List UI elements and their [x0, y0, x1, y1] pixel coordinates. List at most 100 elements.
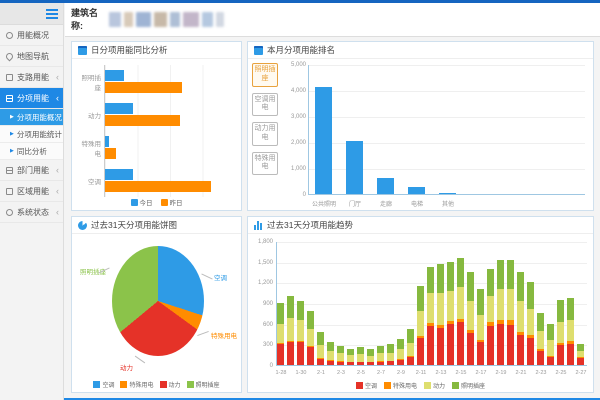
trend-bar[interactable]	[277, 303, 284, 365]
submenu-item-1[interactable]: ▶ 分项用能概况	[0, 109, 63, 126]
sidebar-item-1[interactable]: 用能概况	[0, 25, 63, 46]
calendar-icon	[78, 45, 87, 55]
trend-segment-空调	[537, 350, 544, 365]
trend-segment-特殊用电	[277, 343, 284, 345]
panel-pie-title-row: 过去31天分项用能饼图	[72, 217, 241, 234]
daily-bar-昨日[interactable]	[105, 181, 212, 192]
trend-bar[interactable]	[427, 267, 434, 365]
trend-bar[interactable]	[447, 261, 454, 365]
trend-segment-照明插座	[467, 272, 474, 301]
daily-bar-昨日[interactable]	[105, 148, 116, 159]
ranking-button-4[interactable]: 特殊用电	[252, 151, 278, 175]
trend-bar[interactable]	[307, 310, 314, 365]
trend-segment-空调	[347, 362, 354, 365]
ranking-bar[interactable]	[408, 186, 425, 194]
trend-segment-照明插座	[317, 331, 324, 346]
trend-bar[interactable]	[557, 299, 564, 365]
legend-item[interactable]: 昨日	[160, 197, 183, 207]
trend-bar[interactable]	[357, 347, 364, 365]
menu-icon[interactable]	[46, 8, 58, 19]
legend-item[interactable]: 空调	[355, 381, 377, 390]
trend-bar[interactable]	[547, 323, 554, 365]
legend-item[interactable]: 空调	[93, 380, 114, 389]
trend-segment-空调	[577, 358, 584, 365]
sidebar-item-2[interactable]: 地图导航	[0, 46, 63, 67]
trend-bar[interactable]	[387, 344, 394, 365]
legend-label: 空调	[364, 384, 377, 390]
trend-bar[interactable]	[477, 289, 484, 365]
ranking-button-3[interactable]: 动力用电	[252, 122, 278, 146]
trend-segment-特殊用电	[427, 323, 434, 327]
ranking-bar[interactable]	[346, 140, 363, 194]
daily-bar-昨日[interactable]	[105, 115, 180, 126]
region-icon	[6, 187, 13, 195]
legend-item[interactable]: 照明插座	[452, 381, 485, 390]
trend-bar[interactable]	[327, 342, 334, 365]
x-axis-label: 2-1	[317, 370, 325, 376]
trend-bar[interactable]	[297, 300, 304, 365]
chevron-left-icon: ‹	[56, 185, 59, 196]
pie-chart: 空调 特殊用电 动力 照明插座 空调 特殊用电 动力 照明插座	[72, 234, 241, 392]
trend-bar[interactable]	[457, 258, 464, 365]
trend-segment-动力	[457, 287, 464, 319]
ranking-bar[interactable]	[315, 87, 332, 194]
legend-item[interactable]: 动力	[159, 380, 181, 389]
daily-bar-group: 空调	[76, 164, 235, 197]
ranking-grid	[308, 65, 585, 195]
legend-item[interactable]: 特殊用电	[120, 380, 154, 389]
pie-graphic[interactable]	[112, 246, 204, 356]
trend-bar[interactable]	[537, 313, 544, 365]
ranking-bar[interactable]	[439, 193, 456, 194]
trend-bar[interactable]	[287, 296, 294, 365]
trend-bar[interactable]	[317, 331, 324, 365]
daily-bar-昨日[interactable]	[105, 82, 183, 93]
legend-item[interactable]: 动力	[424, 381, 445, 390]
sidebar-item-3[interactable]: 支路用能 ‹	[0, 67, 63, 88]
legend-item[interactable]: 特殊用电	[383, 381, 417, 390]
submenu-item-3[interactable]: ▶ 同比分析	[0, 143, 63, 160]
redacted-block	[109, 12, 121, 27]
x-axis-label: 2-23	[535, 370, 547, 376]
trend-segment-空调	[417, 338, 424, 365]
daily-bar-今日[interactable]	[105, 70, 124, 81]
gridline	[309, 65, 585, 66]
ranking-bar[interactable]	[377, 177, 394, 194]
trend-segment-照明插座	[287, 296, 294, 319]
daily-bar-今日[interactable]	[105, 103, 133, 114]
trend-bar[interactable]	[437, 263, 444, 365]
pie-leader-line	[201, 273, 213, 280]
trend-bar[interactable]	[517, 272, 524, 365]
daily-bar-今日[interactable]	[105, 136, 109, 147]
trend-bar[interactable]	[367, 349, 374, 365]
trend-bar[interactable]	[397, 338, 404, 365]
trend-bar[interactable]	[527, 282, 534, 365]
panel-title: 过去31天分项用能趋势	[267, 220, 353, 230]
trend-segment-空调	[397, 359, 404, 365]
daily-chart: 照明插座 动力 特殊用电 空调 今日 昨日	[72, 59, 241, 210]
trend-bar[interactable]	[567, 297, 574, 365]
ranking-category-buttons: 照明插座空调用电动力用电特殊用电	[252, 63, 278, 209]
sidebar-item-5[interactable]: 部门用能 ‹	[0, 160, 63, 181]
submenu-item-2[interactable]: ▶ 分项用能统计	[0, 126, 63, 143]
x-axis-label: 其他	[441, 202, 454, 208]
sidebar-item-4[interactable]: 分项用能 ‹	[0, 88, 63, 109]
ranking-button-2[interactable]: 空调用电	[252, 92, 278, 116]
trend-bar[interactable]	[577, 344, 584, 365]
trend-bar[interactable]	[467, 272, 474, 365]
legend-item[interactable]: 今日	[130, 197, 153, 207]
trend-bar[interactable]	[497, 260, 504, 365]
trend-bar[interactable]	[377, 345, 384, 365]
trend-bar[interactable]	[407, 329, 414, 365]
trend-bar[interactable]	[347, 348, 354, 365]
trend-bar[interactable]	[507, 260, 514, 365]
trend-segment-照明插座	[557, 299, 564, 322]
trend-bar[interactable]	[487, 268, 494, 365]
trend-bar[interactable]	[417, 285, 424, 365]
trend-bar[interactable]	[337, 345, 344, 365]
x-axis-label: 2-3	[337, 370, 345, 376]
ranking-button-1[interactable]: 照明插座	[252, 63, 278, 87]
legend-item[interactable]: 照明插座	[186, 380, 220, 389]
sidebar-item-6[interactable]: 区域用能 ‹	[0, 181, 63, 202]
daily-bar-今日[interactable]	[105, 169, 133, 180]
sidebar-item-7[interactable]: 系统状态 ‹	[0, 202, 63, 223]
